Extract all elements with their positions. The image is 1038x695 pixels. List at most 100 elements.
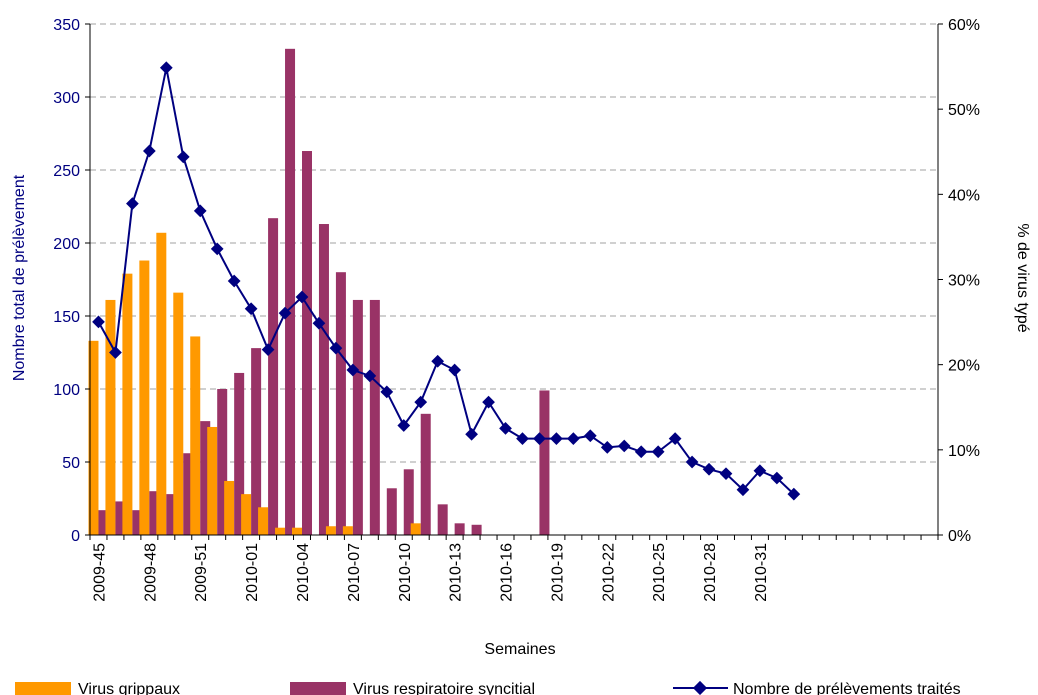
legend-label-virus-grippaux: Virus grippaux — [78, 681, 180, 695]
line-point — [397, 419, 411, 432]
y-axis-right-title: % de virus typé — [1014, 223, 1031, 332]
y-left-tick-label: 300 — [53, 90, 80, 107]
bar-virus-respiratoire-syncitial — [149, 491, 160, 535]
y-right-tick-label: 10% — [948, 443, 980, 460]
line-point — [550, 432, 563, 446]
bar-virus-respiratoire-syncitial — [318, 224, 329, 535]
line-point — [600, 441, 614, 454]
legend-label-virus-respiratoire-syncitial: Virus respiratoire syncitial — [353, 681, 535, 695]
y-right-tick-label: 0% — [948, 528, 971, 545]
line-point — [92, 315, 105, 329]
bar-virus-respiratoire-syncitial — [420, 413, 431, 535]
line-point — [583, 429, 597, 443]
legend: Virus grippaux Virus respiratoire syncit… — [15, 680, 961, 695]
line-point — [261, 343, 275, 356]
legend-swatch-virus-respiratoire-syncitial — [290, 682, 346, 695]
line-point — [176, 150, 190, 164]
bar-virus-respiratoire-syncitial — [132, 510, 143, 535]
x-tick-label: 2010-01 — [244, 543, 261, 602]
bar-virus-grippaux — [325, 526, 336, 535]
bar-virus-respiratoire-syncitial — [98, 510, 109, 535]
line-point — [210, 242, 224, 256]
line-point — [244, 302, 258, 316]
bar-virus-respiratoire-syncitial — [302, 151, 312, 535]
line-point — [346, 363, 360, 377]
line-point — [380, 385, 394, 399]
bar-virus-respiratoire-syncitial — [115, 501, 126, 535]
bar-virus-respiratoire-syncitial — [403, 469, 414, 535]
y-left-tick-label: 50 — [62, 455, 80, 472]
line-point — [363, 369, 377, 383]
bar-virus-grippaux — [122, 273, 133, 535]
line-point — [159, 61, 173, 75]
x-tick-label: 2010-04 — [295, 543, 312, 602]
bar-virus-respiratoire-syncitial — [285, 48, 296, 535]
line-point — [617, 439, 631, 453]
line-point — [448, 363, 462, 377]
bar-virus-respiratoire-syncitial — [200, 421, 211, 535]
y-right-tick-label: 60% — [948, 17, 980, 34]
y-left-tick-label: 150 — [53, 309, 80, 326]
bar-virus-grippaux — [207, 426, 218, 535]
bar-virus-respiratoire-syncitial — [437, 504, 448, 535]
bar-virus-grippaux — [410, 523, 421, 535]
bar-virus-grippaux — [190, 336, 201, 535]
y-left-tick-label: 350 — [53, 17, 80, 34]
y-axis-left-title: Nombre total de prélèvement — [11, 174, 28, 381]
bar-virus-grippaux — [258, 507, 269, 535]
bar-virus-respiratoire-syncitial — [539, 390, 550, 535]
line-point — [634, 445, 648, 459]
x-tick-label: 2009-45 — [91, 543, 108, 602]
axes — [85, 23, 943, 540]
y-right-tick-label: 40% — [948, 187, 980, 204]
x-tick-label: 2009-48 — [142, 543, 159, 602]
bar-virus-grippaux — [342, 526, 353, 535]
x-tick-label: 2010-22 — [600, 543, 617, 602]
line-point — [142, 144, 156, 158]
bar-virus-respiratoire-syncitial — [369, 299, 380, 535]
line-point — [414, 395, 428, 409]
line-point — [482, 395, 495, 409]
bar-virus-grippaux — [241, 494, 252, 535]
x-tick-label: 2010-13 — [448, 543, 465, 602]
y-right-tick-label: 30% — [948, 273, 980, 290]
x-tick-label: 2010-25 — [651, 543, 668, 602]
y-left-tick-label: 0 — [71, 528, 80, 545]
legend-swatch-virus-grippaux — [15, 682, 71, 695]
x-tick-label: 2009-51 — [193, 543, 210, 602]
y-left-tick-label: 250 — [53, 163, 80, 180]
line-point — [227, 274, 241, 288]
bar-virus-respiratoire-syncitial — [335, 272, 346, 535]
line-point — [312, 316, 326, 330]
bar-virus-grippaux — [156, 232, 167, 535]
line-nombre-prelevements — [97, 67, 795, 495]
y-left-tick-label: 100 — [53, 382, 80, 399]
line-point — [193, 204, 207, 218]
line-point — [295, 290, 309, 304]
line-point — [109, 346, 122, 359]
x-axis-title: Semaines — [484, 641, 555, 658]
y-right-tick-label: 50% — [948, 102, 980, 119]
bar-virus-grippaux — [224, 480, 235, 535]
bar-virus-grippaux — [173, 292, 184, 535]
bar-virus-respiratoire-syncitial — [183, 453, 194, 535]
x-tick-label: 2010-10 — [397, 543, 414, 602]
line-point — [566, 432, 580, 446]
bar-virus-grippaux — [292, 527, 302, 535]
line-point — [516, 432, 529, 446]
bar-virus-grippaux — [105, 299, 116, 535]
bar-virus-grippaux — [88, 340, 99, 535]
x-tick-label: 2010-07 — [346, 543, 363, 602]
bar-virus-grippaux — [275, 527, 286, 535]
legend-label-nombre-prelevements: Nombre de prélèvements traités — [733, 681, 961, 695]
y-left-tick-label: 200 — [53, 236, 80, 253]
x-tick-label: 2010-28 — [702, 543, 719, 602]
bar-virus-respiratoire-syncitial — [454, 523, 465, 535]
bar-virus-respiratoire-syncitial — [234, 372, 245, 535]
bar-virus-respiratoire-syncitial — [166, 494, 177, 535]
grid — [90, 23, 938, 463]
x-tick-label: 2010-31 — [753, 543, 770, 602]
line-point — [702, 462, 716, 476]
bar-virus-grippaux — [139, 260, 150, 535]
